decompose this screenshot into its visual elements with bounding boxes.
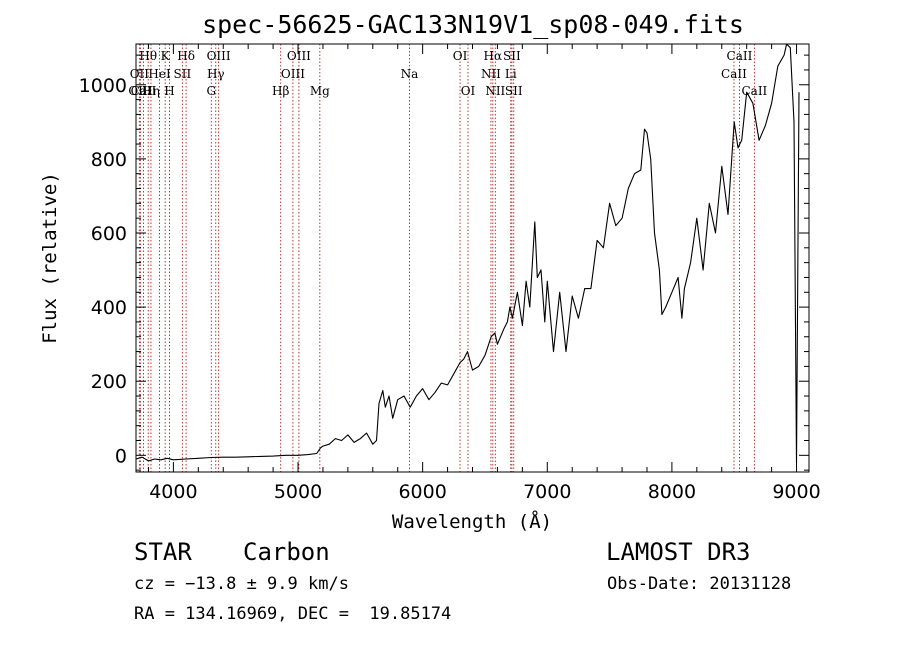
line-label-11: Hγ (207, 67, 225, 81)
line-label-25: SII (505, 84, 523, 98)
x-tick-label-0: 4000 (149, 481, 197, 503)
line-label-10: G (206, 84, 216, 98)
line-label-3: Hθ (139, 49, 157, 63)
line-label-18: OI (453, 49, 468, 63)
line-label-8: SII (174, 67, 192, 81)
line-label-12: OIII (207, 49, 231, 63)
line-label-28: CaII (741, 84, 767, 98)
line-label-5: HeI (148, 67, 171, 81)
x-tick-label-5: 9000 (772, 481, 820, 503)
redshift-readout: cz = −13.8 ± 9.9 km/s (134, 574, 349, 594)
line-label-0: OII (130, 67, 150, 81)
line-label-4: Hη (142, 84, 160, 98)
y-tick-label-3: 600 (91, 223, 127, 245)
y-tick-label-2: 400 (91, 297, 127, 319)
plot-frame (135, 43, 810, 473)
survey-name: LAMOST DR3 (606, 538, 751, 566)
x-axis-label: Wavelength (Å) (392, 510, 552, 533)
line-label-15: OIII (287, 49, 311, 63)
object-class: STAR (134, 538, 192, 566)
line-label-20: NII (481, 67, 501, 81)
spectral-line-labels: OIIOIIICaIIHθHηHeIKHSIIHδGHγOIIIHβOIIIOI… (128, 49, 767, 98)
line-label-1: OIII (128, 84, 152, 98)
line-label-26: CaII (721, 67, 747, 81)
x-tick-label-3: 7000 (523, 481, 571, 503)
line-label-16: Mg (310, 84, 330, 98)
x-tick-label-2: 6000 (398, 481, 446, 503)
line-label-22: NII (485, 84, 505, 98)
y-tick-label-1: 200 (91, 371, 127, 393)
line-label-17: Na (401, 67, 419, 81)
line-label-9: Hδ (177, 49, 195, 63)
line-label-23: Li (505, 67, 517, 81)
y-tick-label-5: 1000 (79, 75, 127, 97)
y-tick-label-0: 0 (115, 445, 127, 467)
line-label-6: K (161, 49, 171, 63)
line-label-19: OI (461, 84, 476, 98)
line-label-21: Hα (484, 49, 503, 63)
axis-tick-labels: 4000 5000 6000 7000 8000 9000 0 200 400 600 800 100… (79, 75, 821, 503)
line-label-27: CaII (727, 49, 753, 63)
object-subclass: Carbon (243, 538, 330, 566)
line-label-7: H (164, 84, 174, 98)
flux-series-line (135, 43, 800, 464)
coordinates-readout: RA = 134.16969, DEC = 19.85174 (134, 604, 452, 624)
axis-ticks (136, 44, 809, 472)
line-label-14: OIII (281, 67, 305, 81)
spectral-line-markers (138, 44, 755, 472)
y-tick-label-4: 800 (91, 149, 127, 171)
x-tick-label-1: 5000 (274, 481, 322, 503)
observation-date: Obs-Date: 20131128 (607, 574, 792, 594)
line-label-2: CaII (131, 84, 157, 98)
y-axis-label: Flux (relative) (39, 172, 61, 344)
line-label-13: Hβ (272, 84, 289, 98)
x-tick-label-4: 8000 (648, 481, 696, 503)
line-label-24: SII (503, 49, 521, 63)
chart-title: spec-56625-GAC133N19V1_sp08-049.fits (202, 10, 744, 39)
